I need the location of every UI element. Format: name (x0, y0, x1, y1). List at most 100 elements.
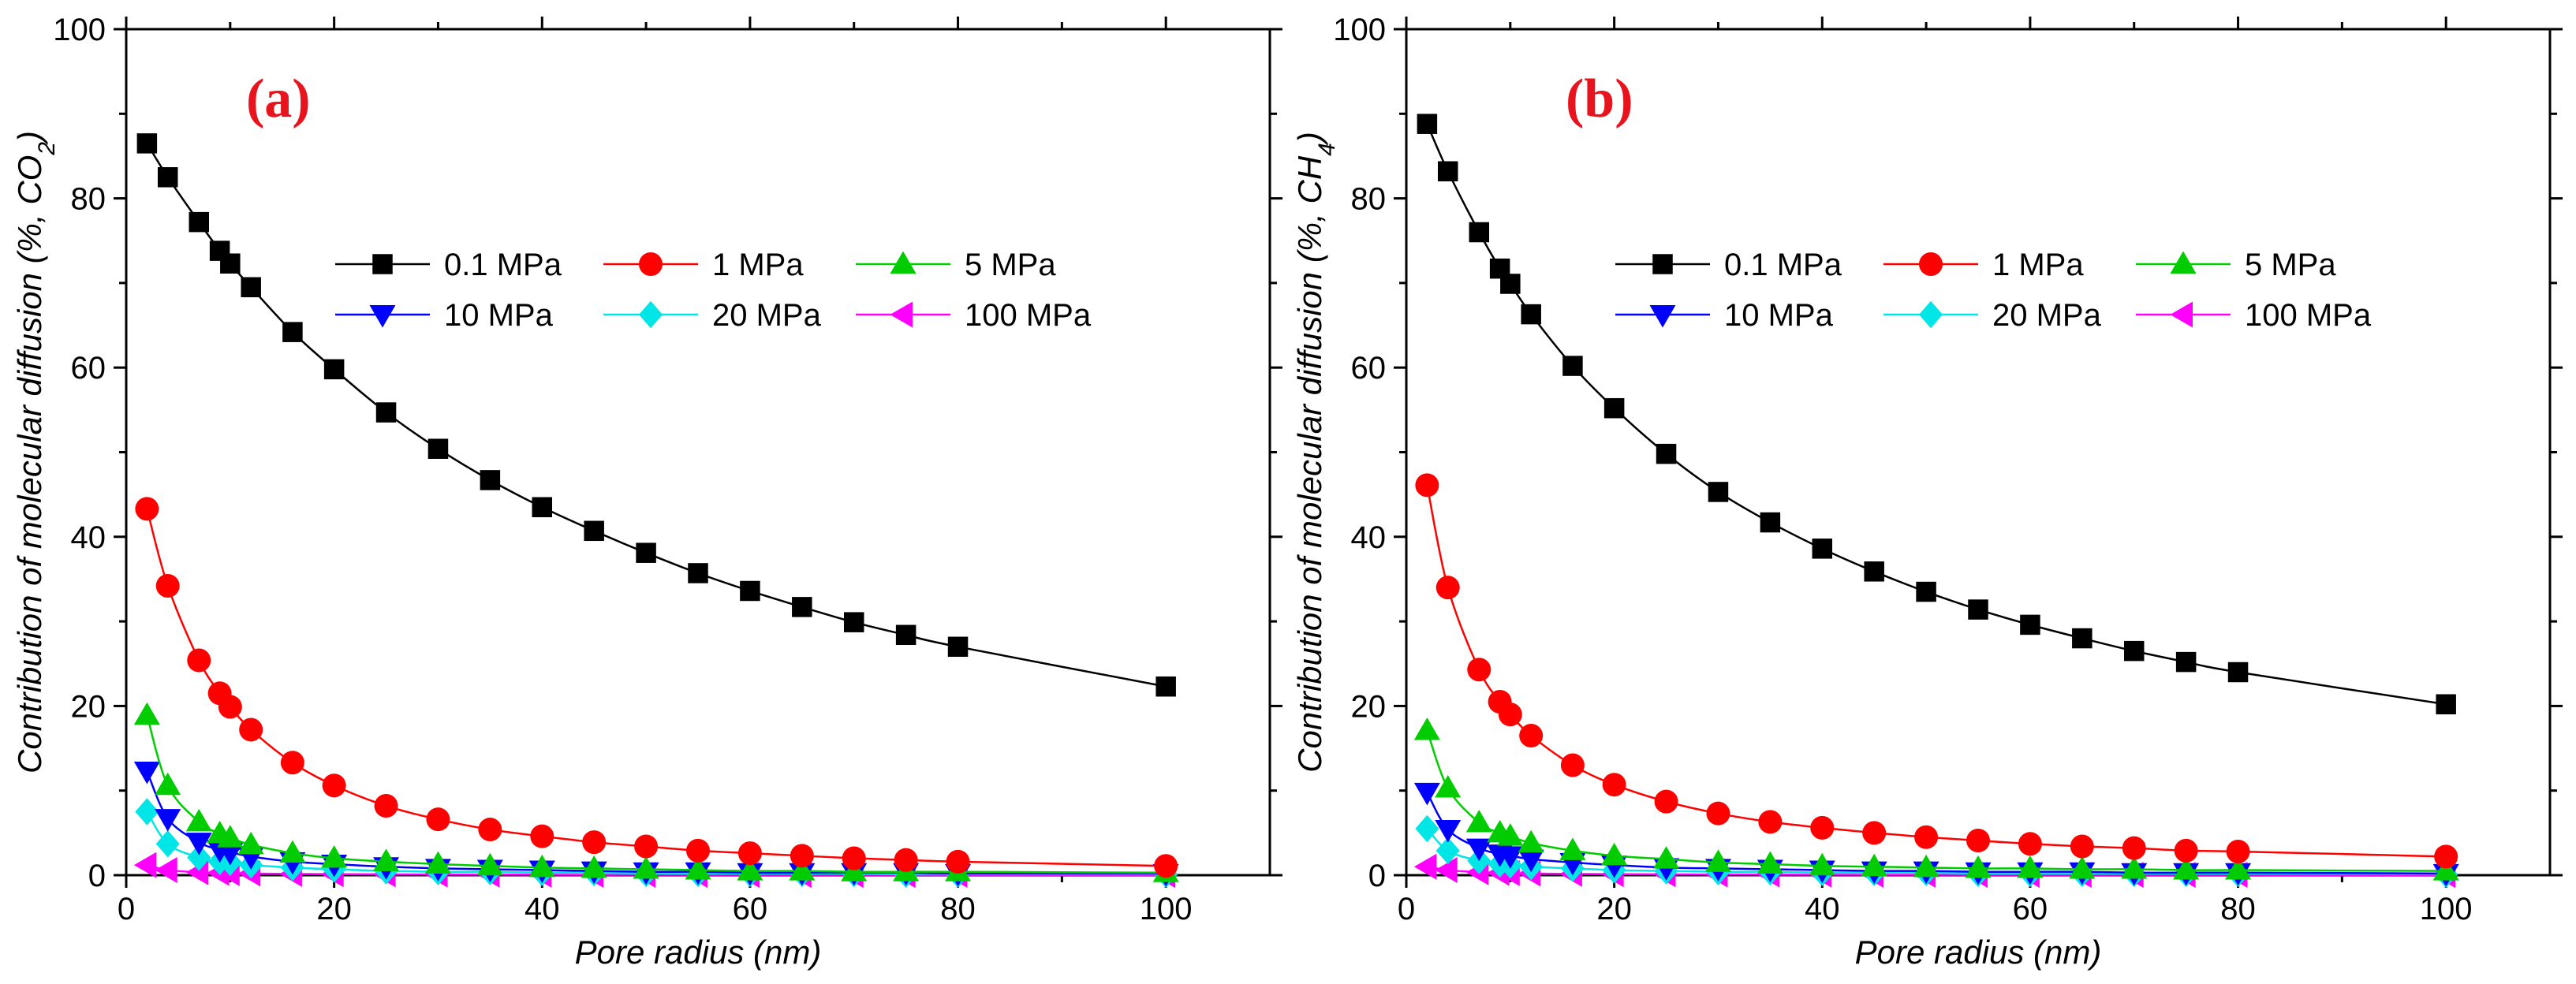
data-point (2121, 855, 2148, 879)
y-tick-label: 60 (71, 351, 106, 386)
legend-marker (2170, 251, 2197, 274)
x-tick-label: 0 (118, 892, 135, 926)
data-point (2072, 628, 2093, 649)
y-axis-title-end: ) (11, 131, 48, 146)
legend-label: 1 MPa (712, 248, 804, 282)
data-point (685, 857, 711, 880)
data-point (1965, 855, 1992, 878)
data-point (633, 855, 659, 879)
data-point (1413, 853, 1437, 880)
legend-item: 5 MPa (856, 248, 1056, 282)
data-point (1603, 397, 1625, 419)
x-tick-label: 20 (1596, 892, 1632, 926)
data-point (1559, 837, 1586, 860)
data-point (2174, 838, 2198, 863)
panel-b: 0 20 40 60 80 100 0 20 40 60 80 100 Pore radius (nm)… (1291, 13, 2563, 971)
legend-marker (1649, 305, 1676, 328)
data-point (1864, 561, 1884, 582)
data-point (1601, 842, 1628, 866)
data-point (1562, 356, 1583, 376)
panel-a: 0 20 40 60 80 100 0 20 40 60 80 100 Pore radius (nm)… (11, 13, 1282, 971)
y-tick-label: 20 (1351, 689, 1387, 724)
data-point (584, 520, 604, 542)
legend-marker (890, 251, 917, 274)
data-point (1812, 539, 1833, 559)
y-tick-label: 40 (71, 520, 106, 555)
data-point (1760, 512, 1781, 533)
data-point (842, 846, 866, 870)
data-point (737, 858, 763, 881)
data-point (135, 798, 159, 826)
data-point (1465, 809, 1492, 833)
data-point (424, 851, 451, 874)
data-point (155, 809, 181, 832)
data-point (1758, 810, 1783, 834)
series-group (133, 133, 1179, 889)
data-point (1435, 820, 1462, 843)
x-tick-label: 60 (2013, 892, 2048, 926)
data-point (1656, 443, 1677, 464)
data-point (2173, 857, 2200, 880)
legend-marker (639, 252, 663, 276)
legend-item: 100 MPa (2136, 298, 2372, 333)
data-point (2018, 832, 2042, 856)
y-axis-title: Contribution of molecular diffusion (%, … (1291, 132, 1340, 773)
data-point (2432, 858, 2459, 881)
data-point (2017, 855, 2044, 878)
data-point (530, 824, 554, 848)
legend-marker (1652, 254, 1673, 274)
legend-item: 20 MPa (603, 298, 822, 333)
panel-label: (b) (1566, 69, 1633, 129)
data-point (1966, 829, 1990, 853)
y-tick-label: 0 (88, 859, 106, 893)
data-point (636, 542, 656, 563)
data-point (323, 359, 345, 380)
data-point (217, 825, 244, 848)
data-point (321, 845, 348, 868)
data-point (1469, 222, 1490, 243)
data-point (2225, 857, 2252, 880)
data-point (740, 580, 760, 602)
data-point (1417, 114, 1438, 134)
data-point (1708, 482, 1729, 502)
data-point (478, 818, 502, 842)
x-tick-label: 60 (733, 892, 768, 926)
data-point (218, 695, 242, 719)
y-tick-label: 20 (71, 689, 106, 724)
legend-item: 100 MPa (856, 298, 1092, 333)
data-point (155, 857, 177, 884)
legend-item: 20 MPa (1883, 298, 2102, 333)
data-point (1155, 676, 1176, 697)
legend-label: 0.1 MPa (444, 248, 562, 282)
series-0_1-MPa (136, 133, 1176, 697)
data-point (1435, 774, 1462, 798)
legend-item: 1 MPa (1883, 248, 2084, 282)
data-point (688, 563, 708, 583)
data-point (895, 624, 917, 646)
data-point (1913, 854, 1939, 878)
x-tick-label: 100 (2420, 892, 2473, 926)
data-point (155, 830, 180, 858)
legend-item: 10 MPa (1615, 298, 1834, 333)
data-point (1862, 821, 1887, 845)
legend-item: 0.1 MPa (1615, 248, 1842, 282)
legend-item: 0.1 MPa (335, 248, 562, 282)
legend-label: 100 MPa (2245, 298, 2372, 333)
legend-label: 1 MPa (1992, 248, 2084, 282)
legend-marker (890, 301, 913, 328)
legend-label: 0.1 MPa (1724, 248, 1842, 282)
data-point (686, 838, 710, 863)
data-point (1154, 854, 1178, 878)
y-tick-label: 100 (1333, 13, 1386, 47)
data-point (1435, 837, 1460, 865)
data-point (528, 854, 555, 878)
data-point (581, 855, 607, 878)
data-point (789, 858, 816, 881)
data-point (373, 848, 400, 871)
data-point (2434, 844, 2458, 869)
data-point (185, 808, 212, 832)
series-group (1413, 114, 2459, 889)
data-point (280, 751, 304, 775)
y-axis-title-subscript: 4 (1314, 143, 1340, 156)
legend: 0.1 MPa 1 MPa 5 MPa 10 MPa 20 MPa 100 MPa (1615, 248, 2372, 333)
